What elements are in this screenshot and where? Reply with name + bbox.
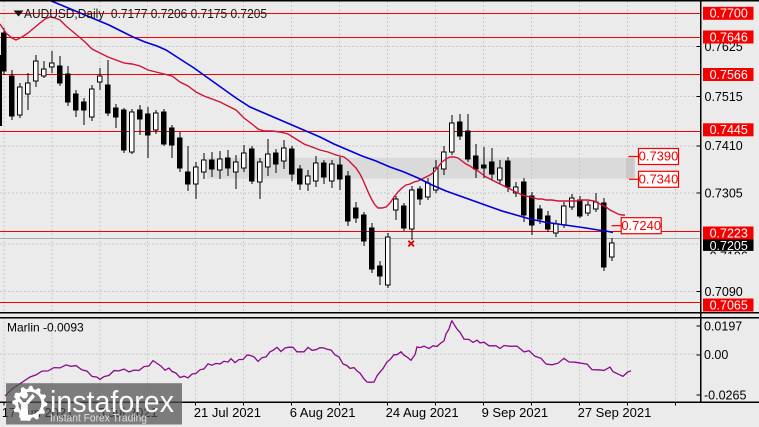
svg-text:0.0197: 0.0197 xyxy=(704,320,742,334)
svg-text:0.7196: 0.7196 xyxy=(710,249,748,263)
svg-text:0.7340: 0.7340 xyxy=(639,172,679,187)
svg-text:9 Sep 2021: 9 Sep 2021 xyxy=(482,405,549,420)
svg-text:0.7240: 0.7240 xyxy=(621,218,661,233)
svg-text:0.7223: 0.7223 xyxy=(710,226,748,240)
svg-text:0.00: 0.00 xyxy=(704,348,728,362)
svg-text:0.7566: 0.7566 xyxy=(710,68,748,82)
svg-text:instaforex: instaforex xyxy=(50,384,174,419)
svg-text:0.7065: 0.7065 xyxy=(710,298,748,312)
svg-text:0.7090: 0.7090 xyxy=(705,285,743,299)
svg-text:0.7410: 0.7410 xyxy=(705,139,743,153)
svg-text:0.7515: 0.7515 xyxy=(705,90,743,104)
svg-text:24 Aug 2021: 24 Aug 2021 xyxy=(386,405,459,420)
svg-text:0.7445: 0.7445 xyxy=(710,123,748,137)
svg-text:Marlin -0.0093: Marlin -0.0093 xyxy=(7,321,84,335)
svg-text:27 Sep 2021: 27 Sep 2021 xyxy=(578,405,652,420)
svg-text:0.7205: 0.7205 xyxy=(710,239,748,253)
svg-text:0.7700: 0.7700 xyxy=(710,7,748,21)
svg-text:Instant Forex Trading: Instant Forex Trading xyxy=(50,413,147,425)
svg-text:0.7305: 0.7305 xyxy=(705,186,743,200)
svg-text:AUDUSD,Daily 0.7177 0.7206 0.: AUDUSD,Daily 0.7177 0.7206 0.7175 0.7205 xyxy=(24,7,267,21)
svg-text:0.7646: 0.7646 xyxy=(710,30,748,44)
svg-text:6 Aug 2021: 6 Aug 2021 xyxy=(290,405,356,420)
svg-text:0.7390: 0.7390 xyxy=(639,149,679,164)
svg-text:21 Jul 2021: 21 Jul 2021 xyxy=(194,405,261,420)
svg-text:-0.0265: -0.0265 xyxy=(704,389,746,403)
